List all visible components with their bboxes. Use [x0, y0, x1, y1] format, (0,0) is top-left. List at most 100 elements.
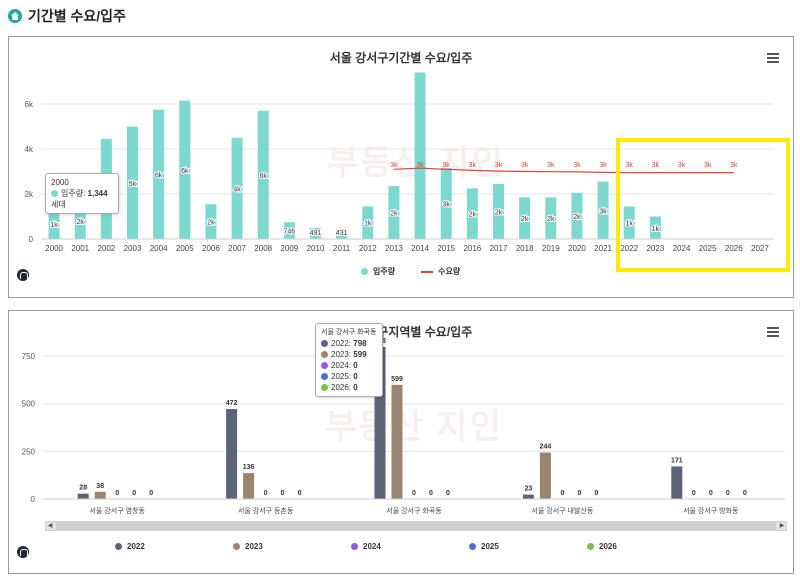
x-tick-label: 2014 — [411, 244, 429, 253]
supply-bar — [649, 216, 661, 239]
demand-data-label: 3k — [443, 162, 451, 169]
x-tick-label: 2010 — [307, 244, 325, 253]
x-tick-label: 2019 — [542, 244, 560, 253]
tooltip-dot-icon — [321, 373, 328, 380]
supply-bar — [493, 183, 504, 239]
y-tick-label: 250 — [22, 447, 36, 456]
tooltip-value: 599 — [353, 350, 367, 359]
x-tick-label: 2012 — [359, 244, 377, 253]
bar-data-label: 244 — [540, 443, 552, 450]
supply-bar — [571, 192, 583, 239]
bar-data-label: 0 — [298, 490, 302, 497]
bar-data-label: 0 — [429, 490, 433, 497]
supply-bar — [545, 197, 557, 239]
legend-dot-icon — [115, 543, 122, 550]
x-tick-label: 서울 강서구 염창동 — [89, 506, 145, 515]
region-chart-panel: 서울 강서구지역별 수요/입주 부동산 지인 0 250 500 750 28 38 0 0 0… — [8, 310, 794, 574]
bar-data-label: 0 — [709, 490, 713, 497]
supply-bar — [519, 197, 531, 239]
legend-label: 2025 — [481, 542, 499, 551]
y-tick-label: 4k — [25, 145, 34, 154]
legend-item-2025[interactable]: 2025 — [469, 542, 587, 551]
demand-data-label: 3k — [521, 162, 529, 169]
bar-data-label: 472 — [226, 400, 238, 407]
y-tick-label: 2k — [25, 190, 34, 199]
supply-bar — [153, 109, 165, 239]
scroll-left-icon[interactable]: ◀ — [47, 523, 53, 529]
tooltip-dot-icon — [51, 190, 58, 197]
x-tick-label: 서울 강서구 내발산동 — [531, 506, 593, 515]
demand-data-label: 3k — [599, 162, 607, 169]
chart-title: 서울 강서구기간별 수요/입주 — [329, 51, 473, 65]
supply-bar — [74, 203, 86, 239]
chart-menu-icon[interactable] — [767, 53, 779, 63]
supply-bar — [205, 204, 217, 239]
supply-data-label: 2k — [521, 216, 529, 223]
supply-bar — [231, 137, 243, 239]
y-tick-label: 500 — [22, 400, 36, 409]
demand-data-label: 3k — [416, 162, 424, 169]
chart-scrollbar[interactable]: ◀ ▶ — [45, 521, 787, 531]
scroll-right-icon[interactable]: ▶ — [779, 523, 785, 529]
legend-label: 2026 — [599, 542, 617, 551]
bar-data-label: 23 — [525, 486, 533, 493]
bar-data-label: 0 — [594, 490, 598, 497]
legend-item-2022[interactable]: 2022 — [115, 542, 233, 551]
tooltip-dot-icon — [321, 351, 328, 358]
supply-bar — [414, 72, 426, 239]
tooltip-label: 2025: — [331, 372, 352, 381]
legend-item-2024[interactable]: 2024 — [351, 542, 469, 551]
x-tick-label: 2015 — [437, 244, 455, 253]
supply-data-label: 2k — [495, 209, 503, 216]
legend-label: 2023 — [245, 542, 263, 551]
region-bar — [77, 493, 89, 499]
demand-data-label: 3k — [495, 162, 503, 169]
bar-data-label: 0 — [264, 490, 268, 497]
supply-bar — [257, 110, 269, 239]
legend-line-icon — [421, 270, 434, 273]
chart-menu-icon[interactable] — [767, 327, 779, 337]
y-tick-label: 0 — [29, 235, 34, 244]
tooltip-value: 798 — [353, 339, 367, 348]
region-chart-svg: 0 250 500 750 28 38 0 0 0 서울 강서구 염창동 472 136 0 0 0 서울 강… — [22, 338, 785, 515]
supply-data-label: 1k — [626, 221, 634, 228]
tooltip-year: 2000 — [51, 178, 69, 187]
x-tick-label: 서울 강서구 화곡동 — [386, 506, 442, 515]
legend-item-2023[interactable]: 2023 — [233, 542, 351, 551]
tooltip-row: 2023: 599 — [321, 349, 377, 360]
bar-data-label: 38 — [96, 483, 104, 490]
x-tick-label: 2000 — [45, 244, 63, 253]
y-tick-label: 750 — [22, 352, 36, 361]
tooltip-header: 서울 강서구 화곡동 — [321, 329, 377, 336]
legend-item-supply[interactable]: 입주량 — [361, 266, 395, 277]
x-tick-label: 2007 — [228, 244, 246, 253]
supply-data-label: 6k — [260, 173, 268, 180]
legend-item-demand[interactable]: 수요량 — [421, 266, 460, 277]
demand-line — [393, 167, 734, 174]
brand-logo-icon — [17, 269, 29, 281]
legend-item-2026[interactable]: 2026 — [587, 542, 705, 551]
tooltip-value: 0 — [353, 361, 358, 370]
x-tick-label: 2016 — [463, 244, 481, 253]
tooltip-value: 0 — [353, 372, 358, 381]
supply-data-label: 1k — [652, 226, 660, 233]
supply-data-label: 6k — [181, 168, 189, 175]
legend-dot-icon — [469, 543, 476, 550]
scroll-thumb[interactable] — [56, 522, 776, 530]
page-header: 기간별 수요/입주 — [8, 6, 126, 26]
demand-data-label: 3k — [652, 162, 660, 169]
home-icon[interactable] — [8, 9, 22, 23]
supply-data-label: 4k — [233, 186, 241, 193]
x-tick-label: 2020 — [568, 244, 586, 253]
x-tick-label: 2013 — [385, 244, 403, 253]
bar-data-label: 0 — [115, 490, 119, 497]
x-tick-label: 2003 — [124, 244, 142, 253]
tooltip-suffix: 세대 — [51, 200, 66, 209]
supply-bar — [440, 168, 452, 239]
x-tick-label: 2009 — [280, 244, 298, 253]
supply-data-label: 1k — [50, 222, 58, 229]
bar-data-label: 136 — [243, 464, 255, 471]
bar-data-label: 0 — [446, 490, 450, 497]
region-bar — [226, 409, 238, 499]
supply-bar — [336, 229, 348, 239]
